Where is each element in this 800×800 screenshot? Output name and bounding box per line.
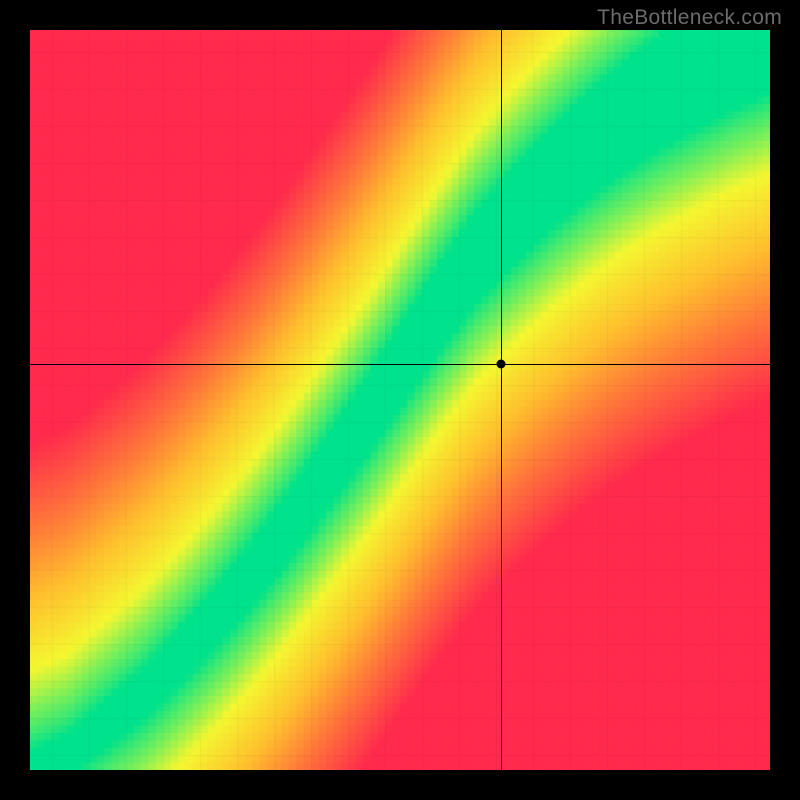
chart-container: TheBottleneck.com: [0, 0, 800, 800]
crosshair-vertical: [501, 30, 502, 770]
crosshair-marker: [497, 360, 506, 369]
plot-area: [30, 30, 770, 770]
crosshair-horizontal: [30, 364, 770, 365]
watermark-text: TheBottleneck.com: [597, 6, 782, 30]
heatmap-canvas: [30, 30, 770, 770]
